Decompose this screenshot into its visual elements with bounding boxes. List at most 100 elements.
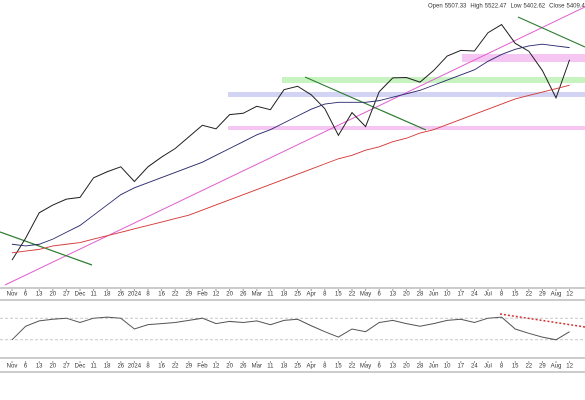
x-tick-label: 20 <box>49 292 56 298</box>
x-tick-label: 10 <box>444 292 451 298</box>
x-tick-label: 13 <box>36 364 43 370</box>
x-tick-label: 29 <box>185 364 192 370</box>
header-label: Close <box>549 4 565 10</box>
x-tick-label: 11 <box>90 292 97 298</box>
x-tick-label: Aug <box>551 364 562 370</box>
header-label: Open <box>428 4 443 10</box>
x-tick-label: 17 <box>457 364 464 370</box>
x-tick-label: 6 <box>24 292 28 298</box>
x-tick-label: 8 <box>323 364 327 370</box>
x-tick-label: 6 <box>24 364 28 370</box>
x-tick-label: 20 <box>226 292 233 298</box>
x-tick-label: 22 <box>172 364 179 370</box>
x-tick-label: Dec <box>75 364 86 370</box>
x-tick-label: 24 <box>471 292 478 298</box>
x-tick-label: 12 <box>213 292 220 298</box>
header: Open 5507.33 High 5522.47 Low 5402.62 Close 540… <box>428 4 585 10</box>
header-value: 5522.47 <box>485 4 507 10</box>
x-tick-label: 22 <box>525 292 532 298</box>
x-tick-label: 11 <box>267 364 274 370</box>
x-tick-label: 18 <box>281 364 288 370</box>
x-tick-label: 13 <box>36 292 43 298</box>
x-tick-label: 22 <box>172 292 179 298</box>
x-tick-label: 12 <box>566 292 573 298</box>
x-tick-label: 15 <box>335 292 342 298</box>
x-tick-label: 20 <box>403 364 410 370</box>
x-tick-label: Nov <box>7 292 18 298</box>
header-label: High <box>470 4 482 10</box>
x-tick-label: 26 <box>117 292 124 298</box>
series-line <box>11 316 570 341</box>
x-tick-label: 22 <box>525 364 532 370</box>
x-tick-label: 20 <box>49 364 56 370</box>
trendline <box>4 6 585 286</box>
x-tick-label: 29 <box>539 364 546 370</box>
series-line <box>11 23 571 261</box>
header-value: 5409.42 <box>567 4 585 10</box>
header-value: 5402.62 <box>523 4 545 10</box>
x-tick-label: Feb <box>197 292 208 298</box>
x-tick-label: 26 <box>117 364 124 370</box>
x-tick-label: 12 <box>213 364 220 370</box>
zone <box>462 54 585 62</box>
zone <box>228 126 585 130</box>
zone <box>228 92 585 97</box>
x-tick-label: 28 <box>417 364 424 370</box>
x-tick-label: 8 <box>500 364 504 370</box>
x-tick-label: Feb <box>197 364 208 370</box>
x-tick-label: 6 <box>378 292 382 298</box>
x-tick-label: 20 <box>226 364 233 370</box>
x-tick-label: 11 <box>90 364 97 370</box>
x-tick-label: Nov <box>7 364 18 370</box>
x-tick-label: Aug <box>551 292 562 298</box>
x-tick-label: Apr <box>307 292 316 298</box>
x-tick-label: 27 <box>63 364 70 370</box>
trendline <box>304 76 427 131</box>
x-tick-label: 16 <box>158 364 165 370</box>
x-tick-label: 22 <box>349 364 356 370</box>
header-value: 5507.33 <box>445 4 467 10</box>
x-tick-label: 24 <box>471 364 478 370</box>
x-tick-label: 18 <box>104 292 111 298</box>
x-tick-label: 15 <box>335 364 342 370</box>
x-tick-label: 25 <box>294 292 301 298</box>
x-tick-label: 10 <box>444 364 451 370</box>
x-tick-label: 16 <box>158 292 165 298</box>
x-tick-label: 15 <box>512 364 519 370</box>
x-tick-label: 8 <box>146 364 150 370</box>
x-tick-label: Jun <box>429 292 439 298</box>
trendline <box>0 231 93 266</box>
x-tick-label: 29 <box>539 292 546 298</box>
x-tick-label: 20 <box>403 292 410 298</box>
series-line <box>11 84 570 254</box>
x-tick-label: 13 <box>389 364 396 370</box>
x-tick-label: 25 <box>294 364 301 370</box>
x-tick-label: 26 <box>240 292 247 298</box>
x-tick-label: 2024 <box>128 292 142 298</box>
x-tick-label: Dec <box>75 292 86 298</box>
x-tick-label: 29 <box>185 292 192 298</box>
x-tick-label: 8 <box>323 292 327 298</box>
x-tick-label: 27 <box>63 292 70 298</box>
x-tick-label: 13 <box>389 292 396 298</box>
x-tick-label: 28 <box>417 292 424 298</box>
x-tick-label: Mar <box>252 292 262 298</box>
x-tick-label: 18 <box>281 292 288 298</box>
x-tick-label: Jul <box>484 292 492 298</box>
x-tick-label: Mar <box>252 364 262 370</box>
x-tick-label: 11 <box>267 292 274 298</box>
x-tick-label: 8 <box>500 292 504 298</box>
trendline <box>517 16 585 48</box>
x-tick-label: Jul <box>484 364 492 370</box>
x-tick-label: 15 <box>512 292 519 298</box>
x-tick-label: 6 <box>378 364 382 370</box>
series-line <box>11 43 570 247</box>
header-label: Low <box>510 4 522 10</box>
x-tick-label: 8 <box>146 292 150 298</box>
x-tick-label: 17 <box>457 292 464 298</box>
x-tick-label: May <box>360 292 371 298</box>
x-tick-label: Jun <box>429 364 439 370</box>
